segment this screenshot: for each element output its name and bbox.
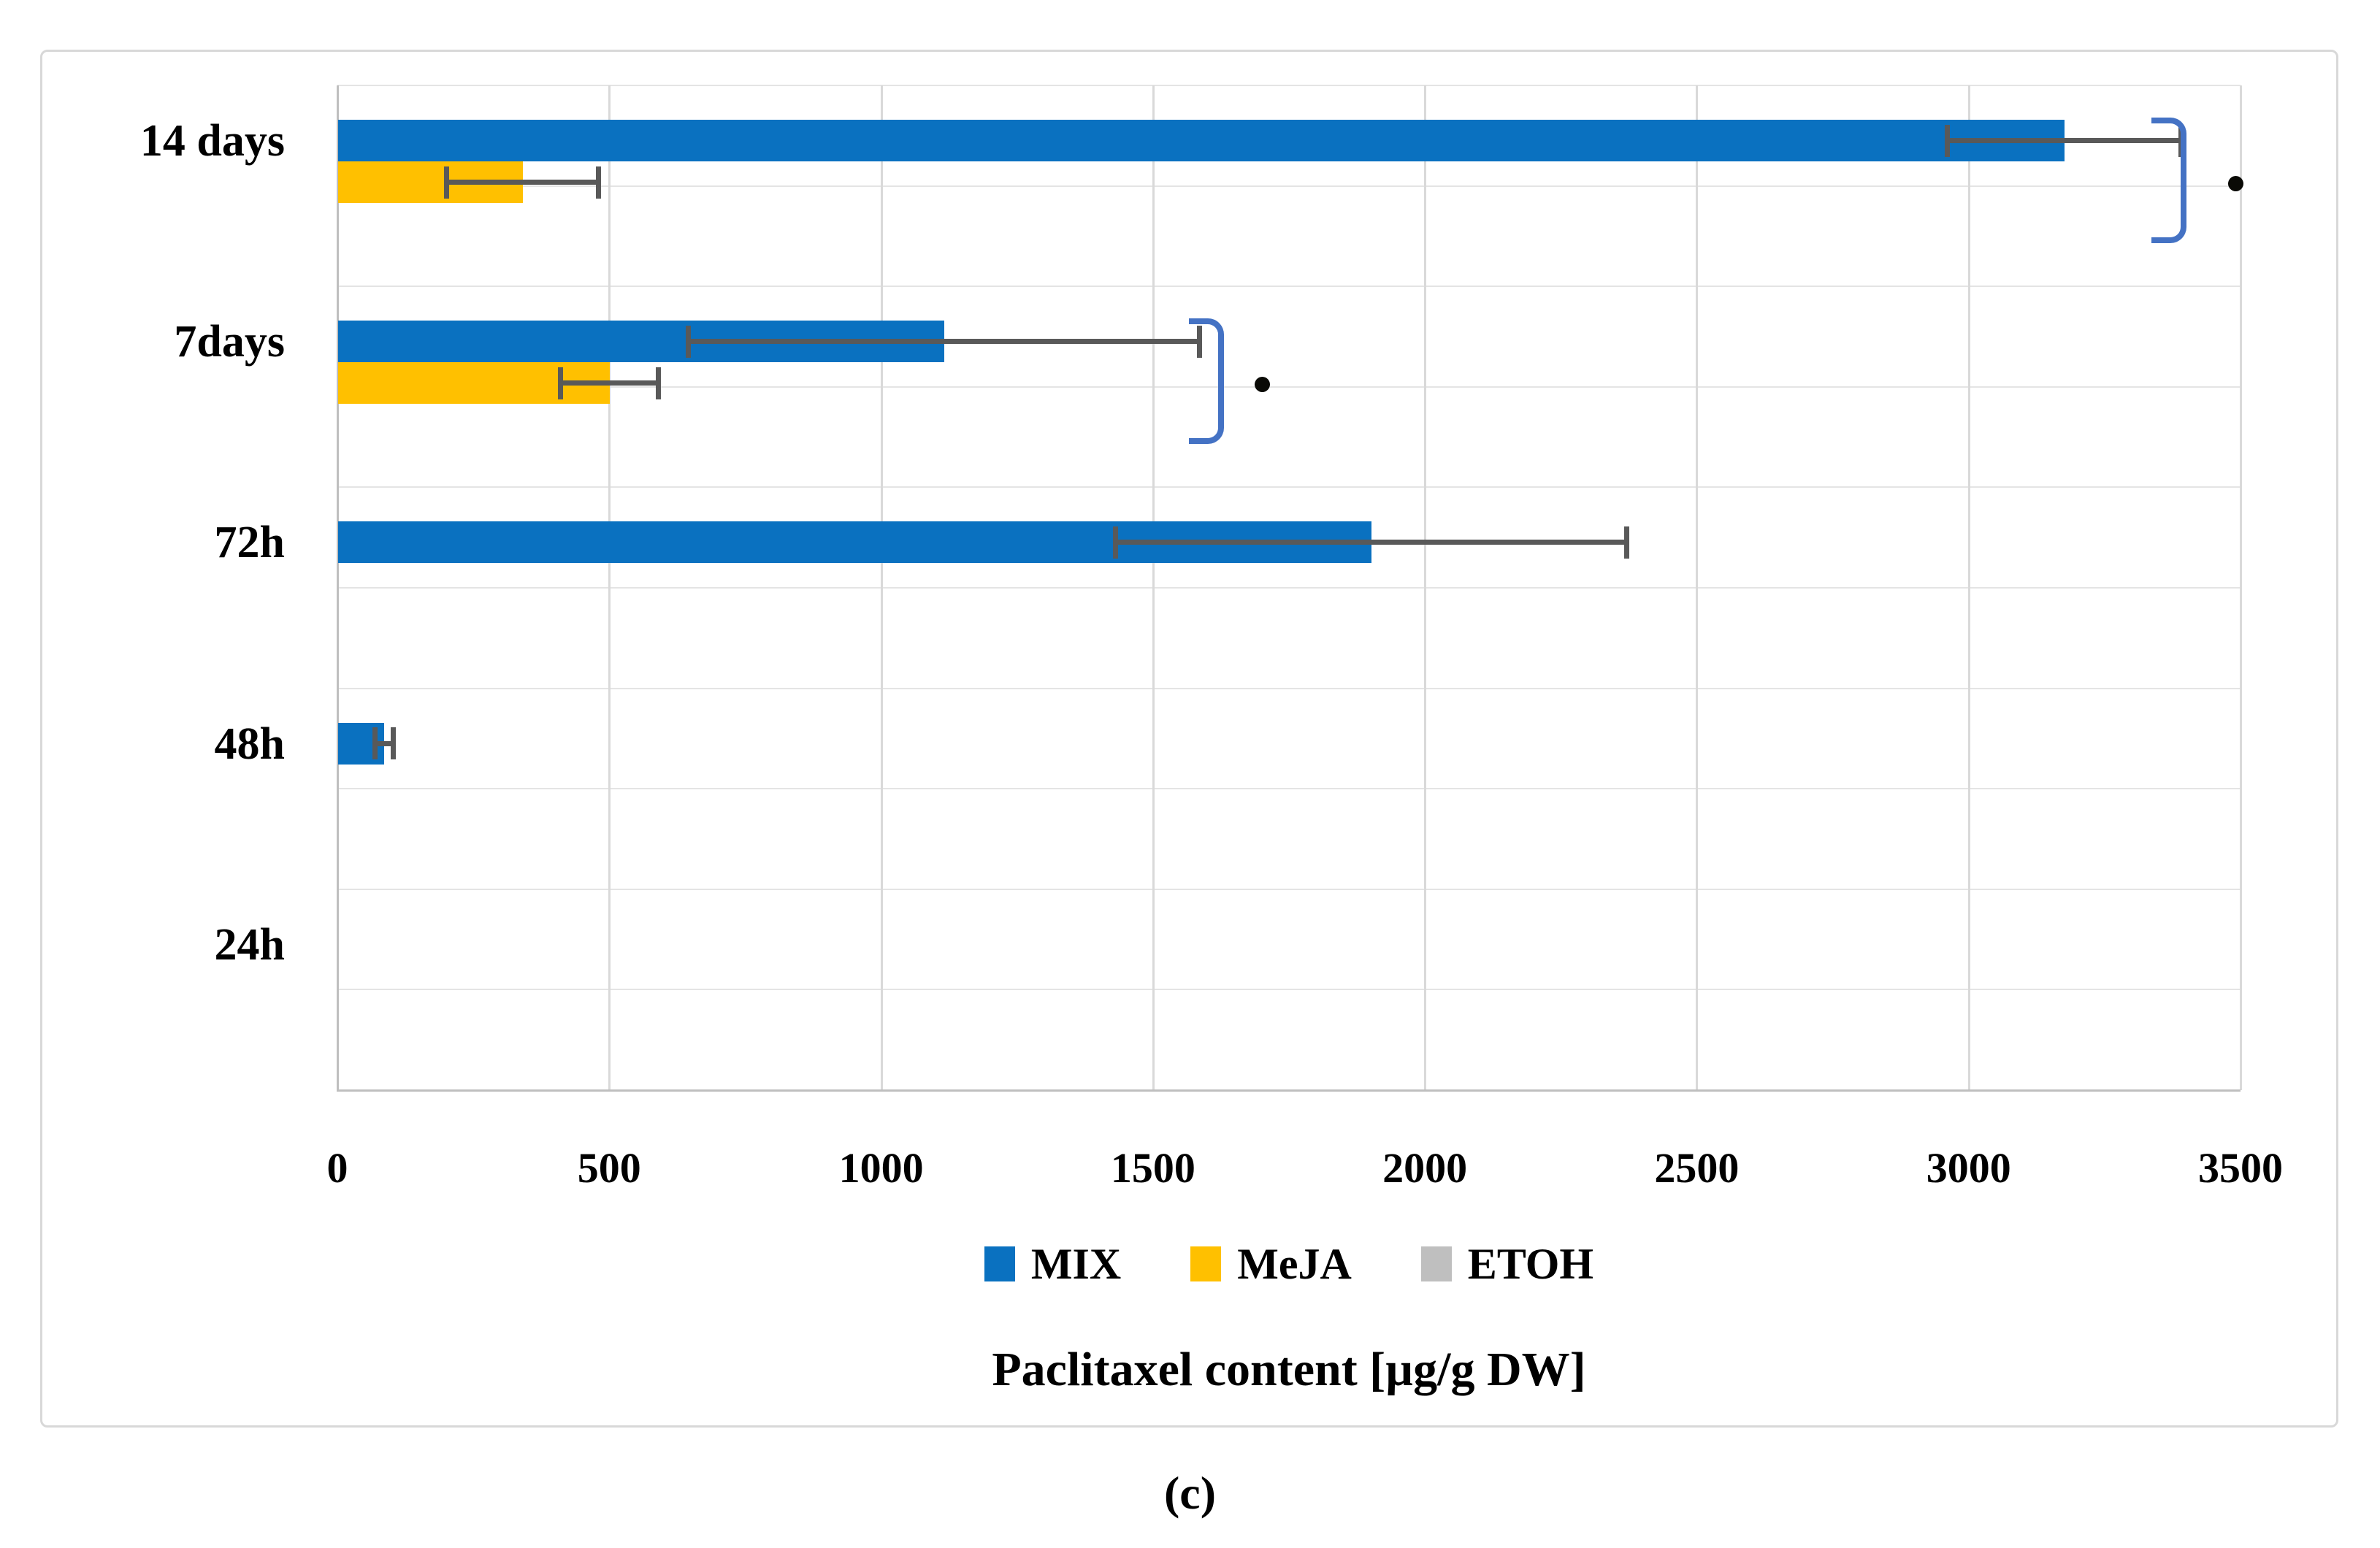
x-tick-label: 3500 — [2198, 1144, 2283, 1192]
x-tick-label: 500 — [577, 1144, 641, 1192]
x-tick-label: 0 — [326, 1144, 348, 1192]
x-tick-label: 2500 — [1654, 1144, 1740, 1192]
category-label: 7days — [174, 317, 285, 367]
category-label: 48h — [214, 719, 285, 769]
chart-frame — [40, 50, 2338, 1428]
category-label: 72h — [214, 518, 285, 568]
legend-label: MIX — [1030, 1240, 1122, 1288]
legend-item-etoh: ETOH — [1420, 1240, 1594, 1288]
category-label: 24h — [214, 919, 285, 970]
x-tick-label: 3000 — [1926, 1144, 2011, 1192]
figure-caption: (c) — [1163, 1467, 1217, 1519]
legend-swatch-icon — [984, 1246, 1015, 1281]
legend-label: MeJA — [1237, 1240, 1352, 1288]
x-axis-title: Paclitaxel content [µg/g DW] — [992, 1343, 1586, 1396]
legend-label: ETOH — [1467, 1240, 1594, 1288]
category-label: 14 days — [139, 116, 285, 166]
legend-swatch-icon — [1190, 1246, 1222, 1281]
chart-legend: MIX MeJA ETOH — [337, 1233, 2241, 1295]
legend-item-mix: MIX — [984, 1242, 1121, 1286]
x-tick-label: 1000 — [838, 1144, 924, 1192]
legend-swatch-icon — [1420, 1246, 1452, 1281]
legend-item-meja: MeJA — [1190, 1242, 1352, 1286]
x-tick-label: 2000 — [1382, 1144, 1468, 1192]
x-tick-label: 1500 — [1110, 1144, 1195, 1192]
